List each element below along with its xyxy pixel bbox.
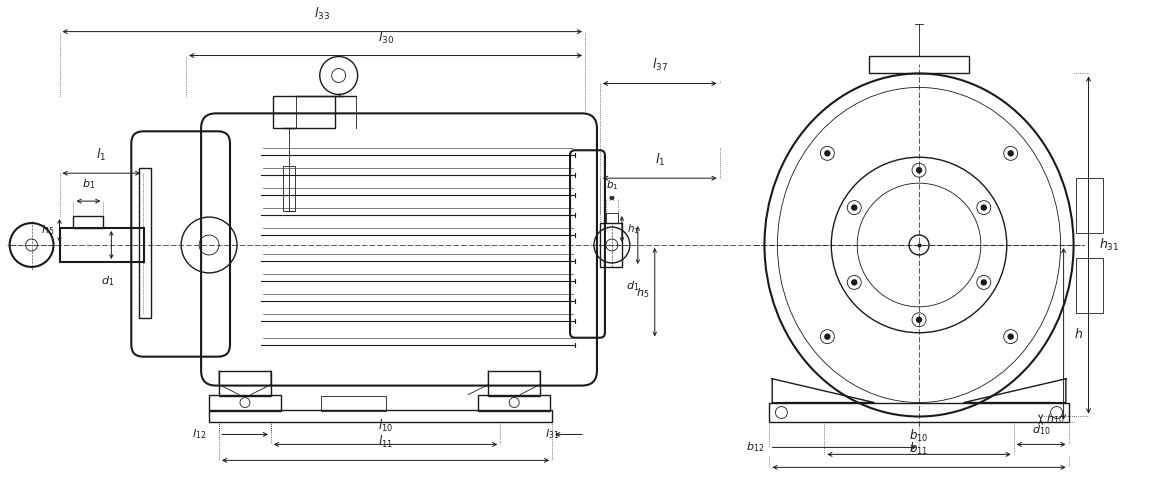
Text: $h_1$: $h_1$	[626, 222, 639, 236]
Bar	[209, 410, 552, 423]
Bar	[600, 223, 622, 267]
Bar	[488, 370, 541, 396]
Bar	[59, 228, 144, 262]
Circle shape	[851, 280, 857, 285]
Text: $l_{10}$: $l_{10}$	[378, 418, 393, 434]
Bar	[1075, 178, 1103, 233]
Text: $l_{11}$: $l_{11}$	[378, 434, 393, 451]
Text: $l_{30}$: $l_{30}$	[377, 29, 393, 45]
Text: $h_5$: $h_5$	[637, 286, 650, 300]
Text: $d_1$: $d_1$	[101, 274, 114, 288]
Circle shape	[825, 334, 829, 339]
Text: $h_{31}$: $h_{31}$	[1099, 237, 1118, 253]
Text: $b_1$: $b_1$	[81, 177, 95, 191]
Text: $l_1$: $l_1$	[96, 147, 107, 163]
Text: $b_1$: $b_1$	[606, 178, 618, 192]
Bar	[283, 166, 295, 211]
Circle shape	[916, 168, 921, 173]
Text: $l_{33}$: $l_{33}$	[314, 5, 331, 22]
Text: $d_{10}$: $d_{10}$	[1032, 424, 1050, 438]
Text: $l_{37}$: $l_{37}$	[652, 57, 668, 73]
Circle shape	[916, 317, 921, 322]
Bar	[606, 213, 618, 223]
Text: $l_{12}$: $l_{12}$	[191, 427, 206, 441]
Text: $l_1$: $l_1$	[654, 152, 665, 168]
Text: $b_{10}$: $b_{10}$	[909, 428, 929, 444]
Text: $h_{10}$: $h_{10}$	[1045, 412, 1064, 426]
Text: $h_5$: $h_5$	[42, 224, 55, 238]
Bar	[139, 168, 151, 318]
Text: $b_{12}$: $b_{12}$	[746, 440, 764, 455]
Circle shape	[1008, 151, 1013, 156]
Text: $b_{11}$: $b_{11}$	[909, 441, 929, 457]
Bar	[769, 402, 1068, 423]
Text: $h$: $h$	[1073, 327, 1082, 341]
Bar	[478, 395, 550, 411]
Bar	[869, 56, 969, 73]
Text: $d_1$: $d_1$	[626, 279, 639, 293]
Bar	[209, 395, 281, 411]
Text: $l_{31}$: $l_{31}$	[545, 427, 559, 441]
Circle shape	[981, 280, 986, 285]
Circle shape	[981, 205, 986, 210]
Bar	[273, 97, 335, 128]
Circle shape	[851, 205, 857, 210]
Circle shape	[1008, 334, 1013, 339]
Bar	[219, 370, 271, 396]
Bar	[73, 216, 103, 228]
Bar	[1075, 258, 1103, 313]
Bar	[321, 396, 385, 411]
Circle shape	[825, 151, 829, 156]
